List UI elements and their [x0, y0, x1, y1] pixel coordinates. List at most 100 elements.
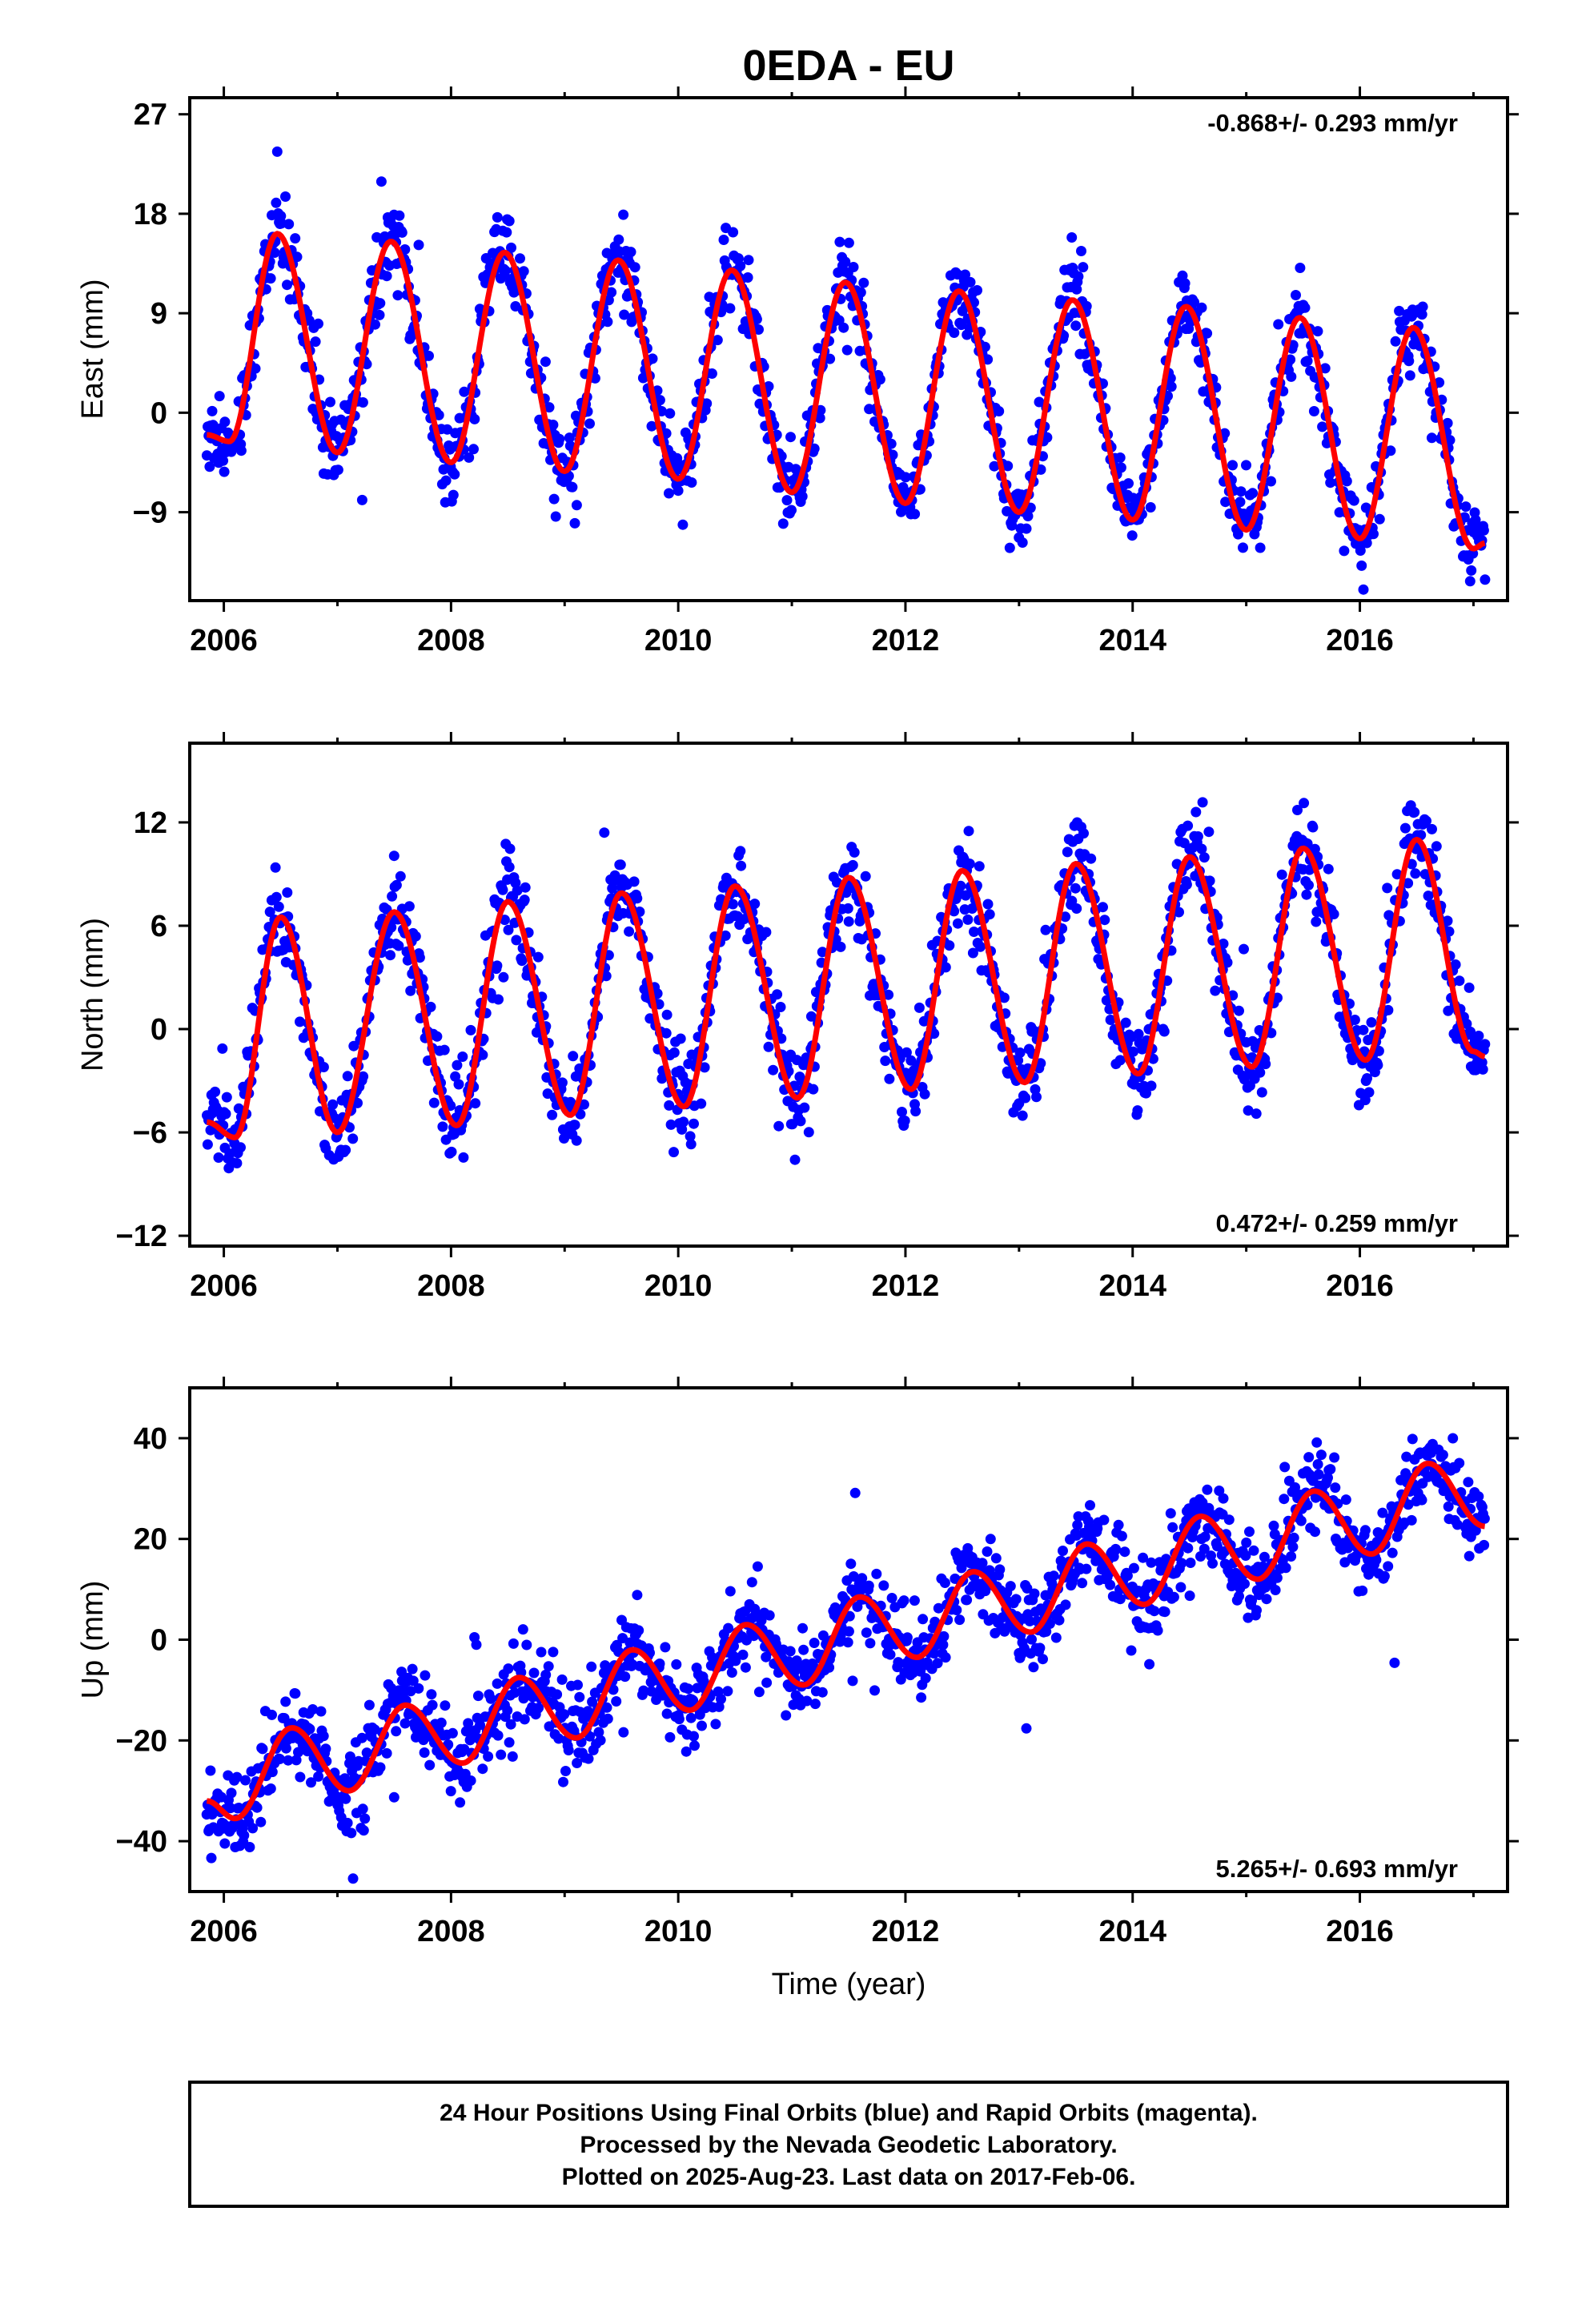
data-point	[1203, 1502, 1215, 1514]
north-fit-line	[206, 836, 1486, 1140]
data-point	[1286, 1551, 1297, 1562]
data-point	[844, 1610, 855, 1622]
data-point	[952, 269, 963, 280]
data-point	[1119, 1546, 1130, 1558]
data-point	[340, 1144, 351, 1156]
data-point	[669, 1047, 680, 1058]
data-point	[671, 1659, 682, 1670]
data-point	[1371, 1554, 1382, 1566]
data-point	[344, 1751, 355, 1762]
data-point	[843, 916, 854, 927]
data-point	[440, 1700, 451, 1711]
data-point	[1072, 1519, 1083, 1530]
data-point	[654, 395, 665, 406]
data-point	[1302, 356, 1313, 367]
data-point	[1176, 1558, 1187, 1569]
data-point	[1444, 435, 1456, 446]
data-point	[265, 273, 276, 284]
data-point	[613, 234, 624, 245]
x-tick-label: 2012	[872, 624, 940, 657]
data-point	[1323, 863, 1334, 875]
data-point	[450, 1071, 461, 1082]
caption-line-2: Processed by the Nevada Geodetic Laborat…	[580, 2132, 1117, 2158]
data-point	[452, 1059, 463, 1071]
data-point	[1220, 497, 1231, 508]
data-point	[231, 1158, 243, 1168]
data-point	[1270, 1585, 1281, 1595]
data-point	[1085, 1500, 1095, 1511]
data-point	[1403, 1499, 1414, 1510]
data-point	[357, 397, 368, 408]
data-point	[374, 309, 385, 320]
data-point	[584, 418, 595, 429]
data-point	[683, 1683, 694, 1695]
data-point	[689, 1740, 700, 1751]
data-point	[1372, 1527, 1383, 1538]
data-point	[1060, 911, 1071, 923]
data-point	[608, 1684, 619, 1695]
data-point	[239, 1830, 250, 1841]
data-point	[358, 1071, 369, 1082]
data-point	[504, 843, 516, 854]
data-point	[426, 1689, 437, 1700]
data-point	[1116, 1530, 1127, 1542]
data-point	[548, 493, 560, 505]
data-point	[1174, 907, 1184, 918]
data-point	[742, 272, 753, 283]
data-point	[250, 363, 261, 374]
data-point	[600, 971, 612, 982]
data-point	[375, 176, 387, 187]
data-point	[571, 1135, 582, 1146]
y-tick-label: −12	[116, 1220, 167, 1253]
data-point	[974, 861, 985, 872]
data-point	[787, 1119, 798, 1130]
x-axis-label: Time (year)	[772, 1968, 926, 2001]
data-point	[722, 1686, 733, 1697]
data-point	[940, 962, 951, 973]
data-point	[413, 1683, 424, 1694]
data-point	[1115, 462, 1126, 473]
data-point	[699, 1062, 710, 1073]
data-point	[1022, 1582, 1033, 1594]
data-point	[512, 885, 523, 896]
data-point	[1078, 828, 1089, 839]
data-point	[1218, 939, 1229, 949]
data-point	[871, 1568, 882, 1579]
data-point	[1233, 529, 1243, 540]
data-point	[1387, 1547, 1398, 1558]
data-point	[917, 1614, 929, 1625]
data-point	[1259, 1551, 1270, 1562]
data-point	[977, 1558, 988, 1569]
data-point	[453, 1079, 464, 1090]
data-point	[861, 1627, 872, 1638]
data-point	[1239, 943, 1249, 955]
data-point	[363, 1699, 375, 1711]
data-point	[1184, 1590, 1195, 1602]
data-point	[685, 1139, 697, 1150]
data-point	[956, 320, 967, 331]
data-point	[632, 893, 643, 904]
x-tick-label: 2010	[644, 1915, 713, 1948]
data-point	[391, 879, 402, 891]
data-point	[661, 1027, 672, 1039]
data-point	[1377, 1507, 1388, 1518]
data-point	[697, 1720, 707, 1731]
data-point	[270, 862, 281, 873]
data-point	[984, 909, 995, 920]
data-point	[909, 1595, 920, 1606]
data-point	[625, 247, 636, 258]
data-point	[1054, 1614, 1065, 1626]
data-point	[1312, 326, 1323, 337]
data-point	[413, 239, 424, 251]
data-point	[516, 955, 528, 967]
data-point	[740, 1662, 751, 1673]
data-point	[797, 1622, 808, 1634]
data-point	[1105, 1015, 1116, 1025]
x-tick-label: 2006	[190, 624, 258, 657]
data-point	[620, 1671, 631, 1683]
data-point	[781, 1710, 792, 1721]
data-point	[391, 1726, 402, 1737]
data-point	[1374, 513, 1385, 525]
data-point	[763, 381, 774, 392]
y-tick-label: 0	[151, 1013, 167, 1047]
